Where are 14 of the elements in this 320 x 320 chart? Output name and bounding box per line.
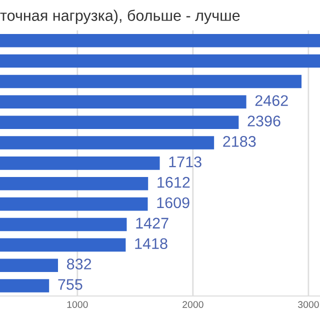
data-label: 1427 xyxy=(136,218,168,228)
data-label: 2396 xyxy=(248,116,280,126)
x-tick-label: 2000 xyxy=(182,301,204,308)
data-label: 1612 xyxy=(158,176,190,188)
data-label: 1418 xyxy=(135,238,168,250)
chart-title: точная нагрузка), больше - лучше xyxy=(0,10,240,24)
x-tick-label: 1000 xyxy=(67,301,88,308)
data-label: 1609 xyxy=(157,197,190,208)
x-tick-label: 3000 xyxy=(298,301,319,308)
data-label: 832 xyxy=(66,258,92,270)
data-label: 1713 xyxy=(169,156,202,168)
data-label: 755 xyxy=(58,279,82,290)
data-label: 2462 xyxy=(255,95,288,106)
data-label: 2183 xyxy=(223,136,256,147)
